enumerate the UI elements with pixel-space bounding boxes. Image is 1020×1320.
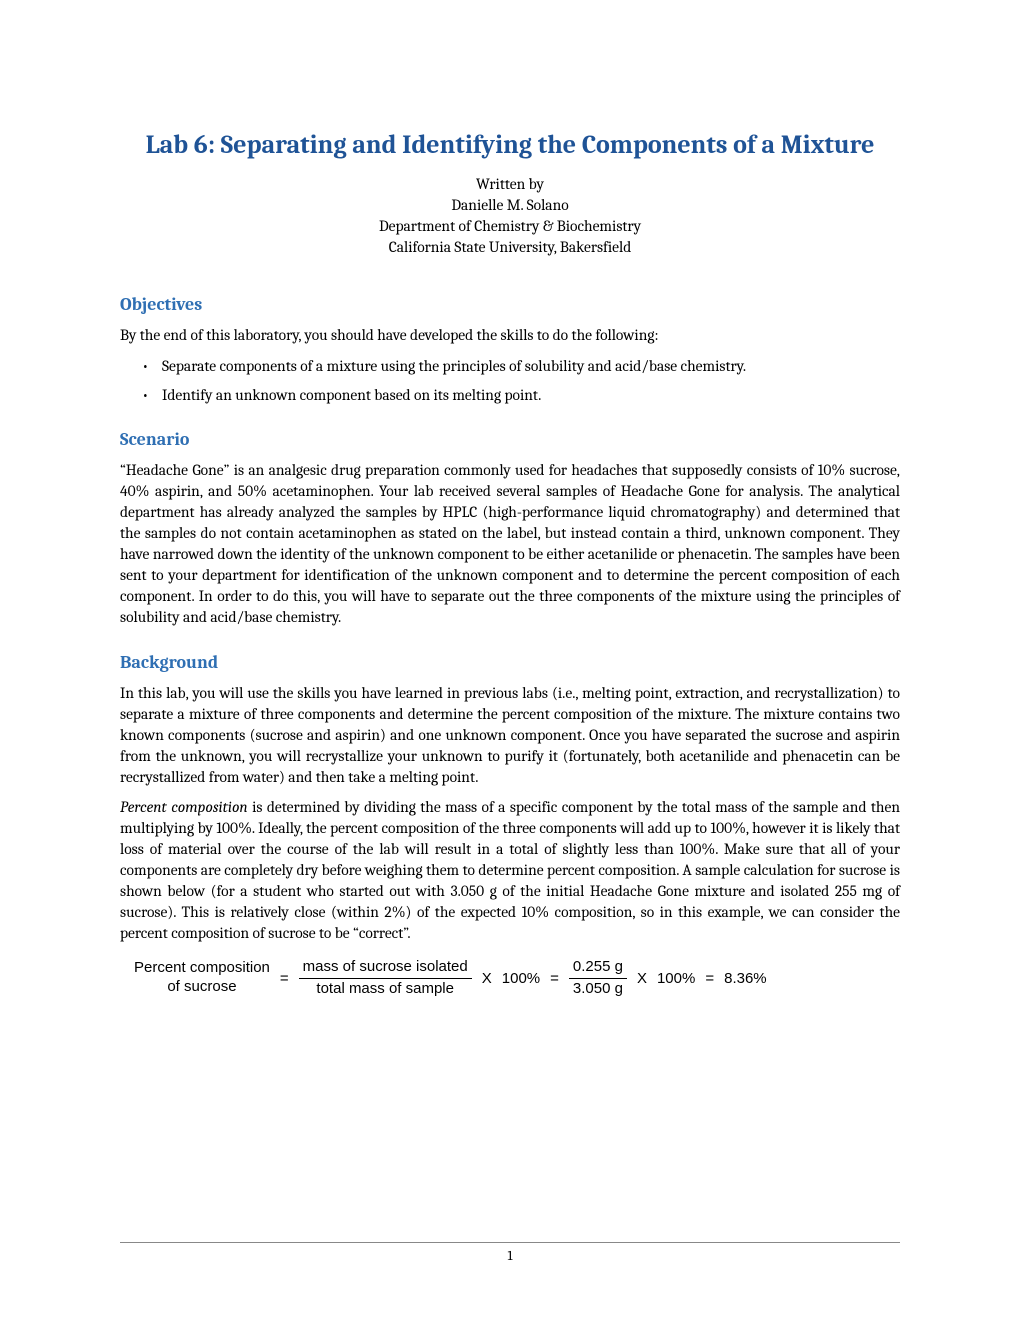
background-paragraph-1: In this lab, you will use the skills you… <box>120 683 900 788</box>
page-title: Lab 6: Separating and Identifying the Co… <box>120 130 900 160</box>
eq-hundred-2: 100% <box>657 970 695 987</box>
background-heading: Background <box>120 652 900 673</box>
byline-block: Written by Danielle M. Solano Department… <box>120 174 900 258</box>
scenario-heading: Scenario <box>120 429 900 450</box>
page-footer: 1 <box>120 1242 900 1264</box>
eq-times-1: X <box>482 970 492 987</box>
eq-result: 8.36% <box>724 970 767 987</box>
background-paragraph-2: Percent composition is determined by div… <box>120 797 900 943</box>
eq-hundred-1: 100% <box>502 970 540 987</box>
eq-fraction-symbolic: mass of sucrose isolated total mass of s… <box>299 958 472 999</box>
eq-lhs-top: Percent composition <box>134 959 270 978</box>
eq-equals: = <box>280 970 289 987</box>
eq-times-2: X <box>637 970 647 987</box>
byline-department: Department of Chemistry & Biochemistry <box>379 217 641 235</box>
eq-frac2-den: 3.050 g <box>569 979 627 999</box>
objectives-intro: By the end of this laboratory, you shoul… <box>120 325 900 346</box>
footer-divider <box>120 1242 900 1243</box>
objectives-list: Separate components of a mixture using t… <box>120 356 900 406</box>
objectives-heading: Objectives <box>120 294 900 315</box>
list-item: Separate components of a mixture using t… <box>148 356 900 377</box>
eq-frac1-den: total mass of sample <box>312 979 458 999</box>
eq-frac1-num: mass of sucrose isolated <box>299 958 472 979</box>
byline-author: Danielle M. Solano <box>451 196 568 214</box>
byline-university: California State University, Bakersfield <box>389 238 632 256</box>
eq-lhs-bottom: of sucrose <box>167 978 236 997</box>
eq-lhs: Percent composition of sucrose <box>134 959 270 997</box>
byline-written-by: Written by <box>476 175 544 193</box>
eq-frac2-num: 0.255 g <box>569 958 627 979</box>
background-paragraph-2-rest: is determined by dividing the mass of a … <box>120 798 900 942</box>
eq-fraction-numeric: 0.255 g 3.050 g <box>569 958 627 999</box>
page-number: 1 <box>507 1247 512 1264</box>
eq-equals-2: = <box>550 970 559 987</box>
percent-composition-equation: Percent composition of sucrose = mass of… <box>134 958 900 999</box>
document-page: Lab 6: Separating and Identifying the Co… <box>0 0 1020 1320</box>
scenario-paragraph: “Headache Gone” is an analgesic drug pre… <box>120 460 900 627</box>
eq-equals-3: = <box>705 970 714 987</box>
list-item: Identify an unknown component based on i… <box>148 385 900 406</box>
percent-composition-term: Percent composition <box>120 798 248 816</box>
